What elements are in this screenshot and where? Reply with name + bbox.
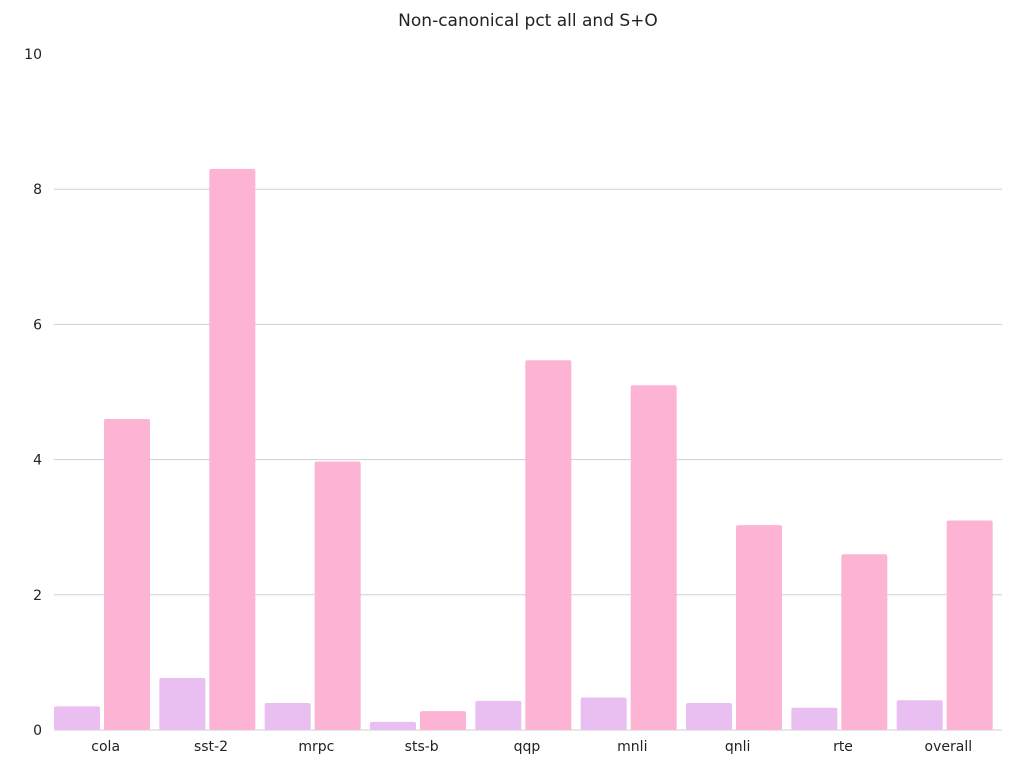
x-tick-label: overall <box>925 739 973 755</box>
x-axis-ticks: cola sst-2 mrpc sts-b qqp mnli qnli rte overall <box>91 739 972 755</box>
x-tick-label: rte <box>833 739 853 755</box>
bar-series-1-rte <box>791 707 838 730</box>
x-tick-label: sst-2 <box>194 739 228 755</box>
bar-series-2-cola <box>104 419 150 730</box>
x-tick-label: cola <box>91 739 120 755</box>
bar-series-2-sst-2 <box>209 168 256 731</box>
bar-series-2-overall <box>946 520 993 730</box>
y-tick-label: 0 <box>33 723 42 739</box>
x-tick-label: qnli <box>725 739 751 755</box>
bars <box>54 168 993 731</box>
chart-title: Non-canonical pct all and S+O <box>398 11 658 31</box>
y-tick-label: 2 <box>33 588 42 604</box>
x-tick-label: sts-b <box>405 739 439 755</box>
bar-series-2-sts-b <box>420 711 466 730</box>
x-tick-label: qqp <box>514 739 541 755</box>
bar-series-2-mrpc <box>314 461 361 730</box>
bar-series-1-mrpc <box>264 702 311 730</box>
bar-series-1-mnli <box>580 697 627 730</box>
bar-series-1-cola <box>54 706 100 730</box>
x-tick-label: mrpc <box>298 739 334 755</box>
bar-series-1-sts-b <box>370 721 416 730</box>
bar-series-2-rte <box>841 554 888 730</box>
bar-series-1-qnli <box>686 702 732 730</box>
y-axis-ticks: 0 2 4 6 8 10 <box>24 47 42 739</box>
bar-series-2-qqp <box>525 360 572 730</box>
bar-series-1-qqp <box>475 700 522 730</box>
y-tick-label: 6 <box>33 317 42 333</box>
y-tick-label: 8 <box>33 182 42 198</box>
bar-series-2-qnli <box>736 525 782 730</box>
bar-series-1-overall <box>896 700 943 730</box>
bar-series-1-sst-2 <box>159 677 206 730</box>
bar-series-2-mnli <box>630 385 677 730</box>
x-tick-label: mnli <box>617 739 647 755</box>
y-tick-label: 4 <box>33 453 42 469</box>
y-tick-label: 10 <box>24 47 42 63</box>
